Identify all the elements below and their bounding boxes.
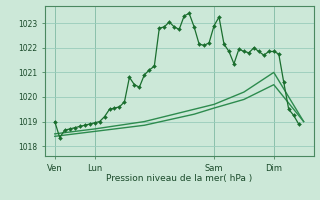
X-axis label: Pression niveau de la mer( hPa ): Pression niveau de la mer( hPa ) [106,174,252,183]
